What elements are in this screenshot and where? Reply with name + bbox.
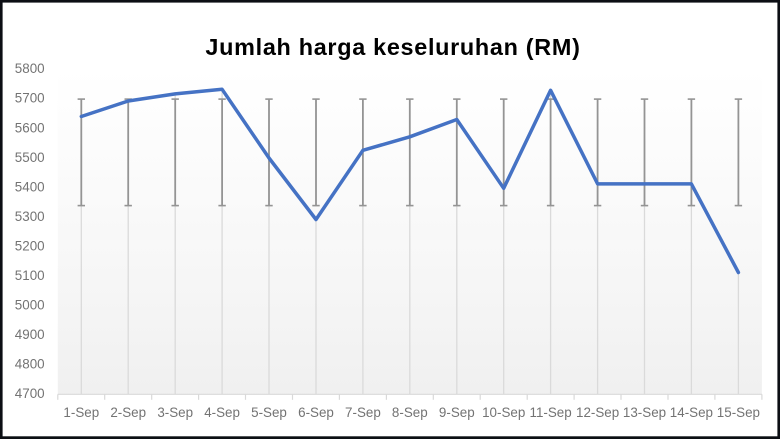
svg-text:5-Sep: 5-Sep: [251, 405, 287, 420]
svg-text:2-Sep: 2-Sep: [110, 405, 146, 420]
svg-text:9-Sep: 9-Sep: [439, 405, 475, 420]
svg-text:5400: 5400: [15, 179, 45, 194]
svg-text:4700: 4700: [15, 386, 45, 401]
svg-text:4900: 4900: [15, 327, 45, 342]
svg-text:10-Sep: 10-Sep: [482, 405, 525, 420]
svg-text:5800: 5800: [15, 61, 45, 76]
svg-text:1-Sep: 1-Sep: [63, 405, 99, 420]
svg-text:5300: 5300: [15, 209, 45, 224]
svg-text:12-Sep: 12-Sep: [576, 405, 619, 420]
svg-text:5600: 5600: [15, 120, 45, 135]
svg-text:13-Sep: 13-Sep: [623, 405, 666, 420]
svg-text:8-Sep: 8-Sep: [392, 405, 428, 420]
svg-text:15-Sep: 15-Sep: [717, 405, 760, 420]
svg-text:5100: 5100: [15, 268, 45, 283]
svg-text:3-Sep: 3-Sep: [157, 405, 193, 420]
svg-text:11-Sep: 11-Sep: [530, 405, 572, 420]
svg-text:14-Sep: 14-Sep: [670, 405, 713, 420]
svg-text:5000: 5000: [15, 298, 45, 313]
svg-text:7-Sep: 7-Sep: [345, 405, 381, 420]
svg-text:Jumlah harga keseluruhan (RM): Jumlah harga keseluruhan (RM): [205, 34, 580, 60]
svg-text:5500: 5500: [15, 150, 45, 165]
svg-text:5200: 5200: [15, 238, 45, 253]
svg-text:4800: 4800: [15, 357, 45, 372]
svg-text:5700: 5700: [15, 91, 45, 106]
svg-text:4-Sep: 4-Sep: [204, 405, 240, 420]
svg-text:6-Sep: 6-Sep: [298, 405, 334, 420]
